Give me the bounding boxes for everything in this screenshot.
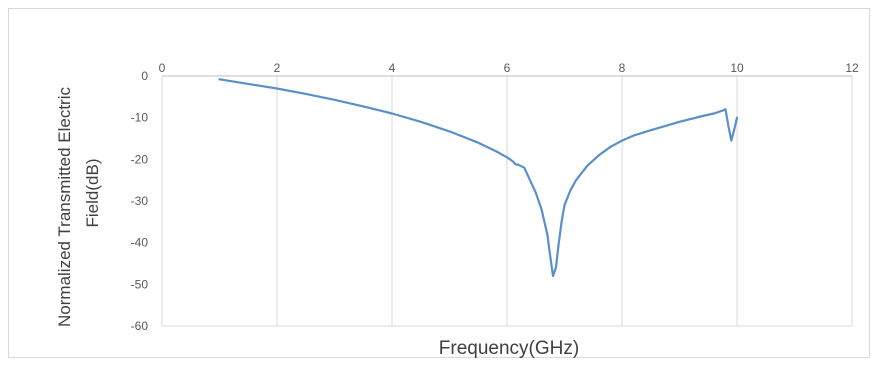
x-tick-label-0: 0 — [159, 61, 166, 75]
x-tick-label-2: 4 — [389, 61, 396, 75]
series-line-0 — [218, 78, 739, 278]
chart-frame — [8, 8, 870, 358]
x-tick-label-1: 2 — [274, 61, 281, 75]
y-tick-label-6: -60 — [131, 319, 149, 333]
y-tick-label-0: 0 — [141, 69, 148, 83]
x-tick-label-6: 12 — [845, 61, 859, 75]
y-tick-label-5: -50 — [131, 277, 149, 291]
y-tick-label-4: -40 — [131, 236, 149, 250]
x-tick-label-4: 8 — [619, 61, 626, 75]
grid — [161, 76, 853, 326]
x-axis-title: Frequency(GHz) — [439, 338, 579, 359]
y-tick-label-2: -20 — [131, 152, 149, 166]
y-tick-label-1: -10 — [131, 111, 149, 125]
axes — [162, 75, 852, 327]
y-axis-title-line-1: Normalized Transmitted Electric — [55, 87, 74, 327]
y-axis-title-line-2: Field(dB) — [83, 159, 102, 228]
x-tick-label-5: 10 — [730, 61, 744, 75]
y-tick-labels: 0 -10 -20 -30 -40 -50 -60 — [131, 69, 149, 333]
x-tick-labels: 0 2 4 6 8 10 12 — [159, 61, 859, 75]
series-lines — [218, 78, 739, 278]
y-tick-label-3: -30 — [131, 194, 149, 208]
x-tick-label-3: 6 — [504, 61, 511, 75]
